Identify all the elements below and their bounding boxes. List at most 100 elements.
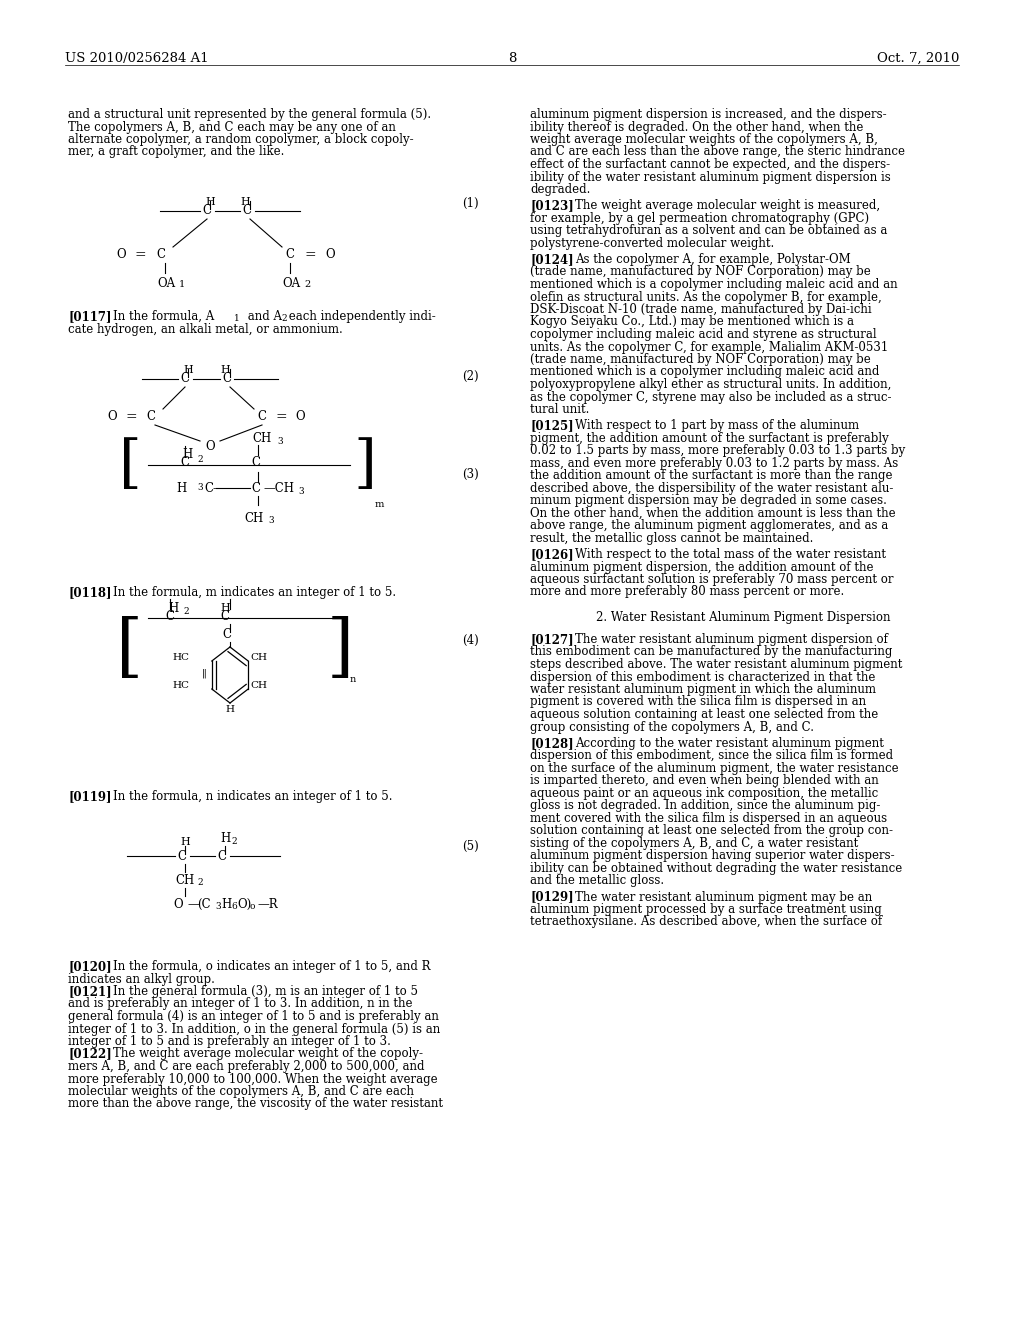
Text: copolymer including maleic acid and styrene as structural: copolymer including maleic acid and styr…: [530, 327, 877, 341]
Text: [0122]: [0122]: [68, 1048, 112, 1060]
Text: [0120]: [0120]: [68, 960, 112, 973]
Text: With respect to 1 part by mass of the aluminum: With respect to 1 part by mass of the al…: [575, 420, 859, 432]
Text: [0129]: [0129]: [530, 891, 573, 903]
Text: m: m: [375, 500, 384, 510]
Text: [0128]: [0128]: [530, 737, 573, 750]
Text: 3: 3: [298, 487, 304, 496]
Text: C: C: [180, 457, 189, 470]
Text: ment covered with the silica film is dispersed in an aqueous: ment covered with the silica film is dis…: [530, 812, 887, 825]
Text: In the formula, n indicates an integer of 1 to 5.: In the formula, n indicates an integer o…: [113, 789, 392, 803]
Text: more and more preferably 80 mass percent or more.: more and more preferably 80 mass percent…: [530, 586, 844, 598]
Text: ]: ]: [327, 616, 353, 684]
Text: CH: CH: [244, 512, 263, 525]
Text: [: [: [117, 616, 143, 684]
Text: dispersion of this embodiment, since the silica film is formed: dispersion of this embodiment, since the…: [530, 750, 893, 762]
Text: CH: CH: [252, 432, 271, 445]
Text: [0124]: [0124]: [530, 253, 573, 267]
Text: [0123]: [0123]: [530, 199, 573, 213]
Text: C: C: [146, 411, 156, 424]
Text: C: C: [222, 627, 231, 640]
Text: [0125]: [0125]: [530, 420, 573, 432]
Text: aqueous solution containing at least one selected from the: aqueous solution containing at least one…: [530, 708, 879, 721]
Text: aqueous surfactant solution is preferably 70 mass percent or: aqueous surfactant solution is preferabl…: [530, 573, 894, 586]
Text: 3: 3: [215, 902, 220, 911]
Text: O: O: [326, 248, 335, 261]
Text: HC: HC: [173, 681, 189, 689]
Text: The water resistant aluminum pigment dispersion of: The water resistant aluminum pigment dis…: [575, 634, 888, 645]
Text: C: C: [222, 372, 231, 385]
Text: =: =: [275, 411, 287, 424]
Text: weight average molecular weights of the copolymers A, B,: weight average molecular weights of the …: [530, 133, 878, 147]
Text: 2: 2: [183, 607, 188, 616]
Text: ibility of the water resistant aluminum pigment dispersion is: ibility of the water resistant aluminum …: [530, 170, 891, 183]
Text: C: C: [286, 248, 295, 261]
Text: units. As the copolymer C, for example, Malialim AKM-0531: units. As the copolymer C, for example, …: [530, 341, 888, 354]
Text: C: C: [217, 850, 226, 862]
Text: gloss is not degraded. In addition, since the aluminum pig-: gloss is not degraded. In addition, sinc…: [530, 799, 881, 812]
Text: tural unit.: tural unit.: [530, 403, 590, 416]
Text: mass, and even more preferably 0.03 to 1.2 parts by mass. As: mass, and even more preferably 0.03 to 1…: [530, 457, 898, 470]
Text: H: H: [177, 482, 187, 495]
Text: C: C: [203, 205, 212, 218]
Text: The copolymers A, B, and C each may be any one of an: The copolymers A, B, and C each may be a…: [68, 120, 396, 133]
Text: effect of the surfactant cannot be expected, and the dispers-: effect of the surfactant cannot be expec…: [530, 158, 890, 172]
Text: (3): (3): [462, 469, 479, 480]
Text: In the general formula (3), m is an integer of 1 to 5: In the general formula (3), m is an inte…: [113, 985, 418, 998]
Text: OA: OA: [157, 277, 175, 290]
Text: 2: 2: [197, 878, 203, 887]
Text: steps described above. The water resistant aluminum pigment: steps described above. The water resista…: [530, 657, 902, 671]
Text: 3: 3: [197, 483, 203, 492]
Text: sisting of the copolymers A, B, and C, a water resistant: sisting of the copolymers A, B, and C, a…: [530, 837, 858, 850]
Text: As the copolymer A, for example, Polystar-OM: As the copolymer A, for example, Polysta…: [575, 253, 851, 267]
Text: The water resistant aluminum pigment may be an: The water resistant aluminum pigment may…: [575, 891, 872, 903]
Text: (2): (2): [462, 370, 478, 383]
Text: polystyrene-converted molecular weight.: polystyrene-converted molecular weight.: [530, 236, 774, 249]
Text: result, the metallic gloss cannot be maintained.: result, the metallic gloss cannot be mai…: [530, 532, 813, 545]
Text: group consisting of the copolymers A, B, and C.: group consisting of the copolymers A, B,…: [530, 721, 814, 734]
Text: =: =: [134, 248, 145, 261]
Text: C: C: [257, 411, 266, 424]
Text: ‖: ‖: [202, 668, 206, 677]
Text: US 2010/0256284 A1: US 2010/0256284 A1: [65, 51, 209, 65]
Text: C: C: [180, 372, 189, 385]
Text: 2: 2: [197, 454, 203, 463]
Text: ]: ]: [353, 437, 377, 492]
Text: for example, by a gel permeation chromatography (GPC): for example, by a gel permeation chromat…: [530, 211, 869, 224]
Text: —CH: —CH: [263, 482, 294, 495]
Text: 1: 1: [179, 280, 185, 289]
Text: [0126]: [0126]: [530, 548, 573, 561]
Text: C: C: [157, 248, 166, 261]
Text: C—: C—: [204, 482, 224, 495]
Text: With respect to the total mass of the water resistant: With respect to the total mass of the wa…: [575, 548, 886, 561]
Text: and is preferably an integer of 1 to 3. In addition, n in the: and is preferably an integer of 1 to 3. …: [68, 998, 413, 1011]
Text: —: —: [187, 898, 199, 911]
Text: and C are each less than the above range, the steric hindrance: and C are each less than the above range…: [530, 145, 905, 158]
Text: more than the above range, the viscosity of the water resistant: more than the above range, the viscosity…: [68, 1097, 443, 1110]
Text: is imparted thereto, and even when being blended with an: is imparted thereto, and even when being…: [530, 775, 879, 787]
Text: dispersion of this embodiment is characterized in that the: dispersion of this embodiment is charact…: [530, 671, 876, 684]
Text: water resistant aluminum pigment in which the aluminum: water resistant aluminum pigment in whic…: [530, 682, 876, 696]
Text: C: C: [166, 610, 174, 623]
Text: 2. Water Resistant Aluminum Pigment Dispersion: 2. Water Resistant Aluminum Pigment Disp…: [596, 610, 890, 623]
Text: pigment, the addition amount of the surfactant is preferably: pigment, the addition amount of the surf…: [530, 432, 889, 445]
Text: H: H: [220, 603, 229, 612]
Text: =: =: [125, 411, 137, 424]
Text: [0119]: [0119]: [68, 789, 112, 803]
Text: 6: 6: [231, 902, 237, 911]
Text: O: O: [116, 248, 126, 261]
Text: 2: 2: [281, 314, 287, 323]
Text: On the other hand, when the addition amount is less than the: On the other hand, when the addition amo…: [530, 507, 896, 520]
Text: ibility thereof is degraded. On the other hand, when the: ibility thereof is degraded. On the othe…: [530, 120, 863, 133]
Text: as the copolymer C, styrene may also be included as a struc-: as the copolymer C, styrene may also be …: [530, 391, 892, 404]
Text: above range, the aluminum pigment agglomerates, and as a: above range, the aluminum pigment agglom…: [530, 519, 888, 532]
Text: 3: 3: [268, 516, 273, 525]
Text: [0121]: [0121]: [68, 985, 112, 998]
Text: Oct. 7, 2010: Oct. 7, 2010: [877, 51, 959, 65]
Text: described above, the dispersibility of the water resistant alu-: described above, the dispersibility of t…: [530, 482, 893, 495]
Text: alternate copolymer, a random copolymer, a block copoly-: alternate copolymer, a random copolymer,…: [68, 133, 414, 147]
Text: mers A, B, and C are each preferably 2,000 to 500,000, and: mers A, B, and C are each preferably 2,0…: [68, 1060, 425, 1073]
Text: ibility can be obtained without degrading the water resistance: ibility can be obtained without degradin…: [530, 862, 902, 875]
Text: The weight average molecular weight is measured,: The weight average molecular weight is m…: [575, 199, 880, 213]
Text: —R: —R: [257, 898, 278, 911]
Text: aluminum pigment dispersion having superior water dispers-: aluminum pigment dispersion having super…: [530, 849, 895, 862]
